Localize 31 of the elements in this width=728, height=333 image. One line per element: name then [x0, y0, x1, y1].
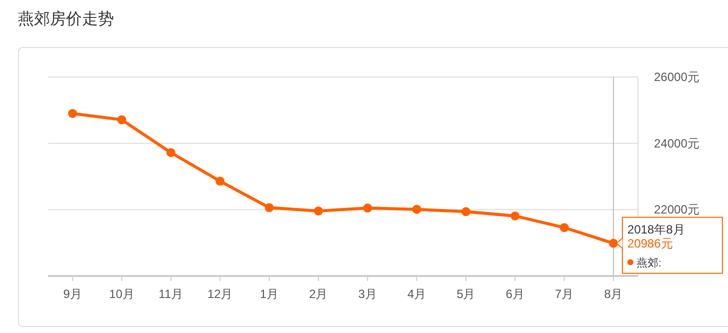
point [412, 204, 422, 214]
x-tick-label: 8月 [604, 287, 623, 301]
point [117, 115, 126, 124]
point [68, 108, 78, 118]
legend-label: 燕郊: [636, 256, 662, 270]
point [216, 176, 225, 186]
x-tick-label: 4月 [407, 287, 426, 301]
x-tick-label: 9月 [63, 287, 82, 301]
point [560, 223, 569, 232]
y-tick-label: 22000元 [654, 202, 700, 217]
x-tick-label: 12月 [207, 287, 233, 301]
x-tick-label: 2月 [309, 287, 328, 301]
x-tick-label: 3月 [358, 287, 377, 301]
chart-title: 燕郊房价走势 [18, 10, 114, 28]
annotation: 2018年8月 [627, 222, 685, 236]
x-tick-label: 6月 [506, 287, 524, 301]
x-tick-label: 5月 [456, 287, 476, 301]
x-tick-label: 7月 [554, 287, 574, 301]
data-label: 20986元 [627, 236, 673, 250]
point [314, 206, 323, 216]
point [510, 211, 520, 220]
point [264, 203, 274, 212]
x-tick-label: 11月 [158, 287, 184, 301]
y-tick-label: 24000元 [654, 136, 700, 150]
point [363, 204, 372, 213]
x-tick-label: 10月 [109, 287, 134, 301]
point [166, 148, 176, 158]
point [608, 238, 618, 248]
y-tick-label: 26000元 [654, 70, 700, 84]
x-tick-label: 1月 [260, 287, 279, 301]
point [461, 207, 470, 216]
